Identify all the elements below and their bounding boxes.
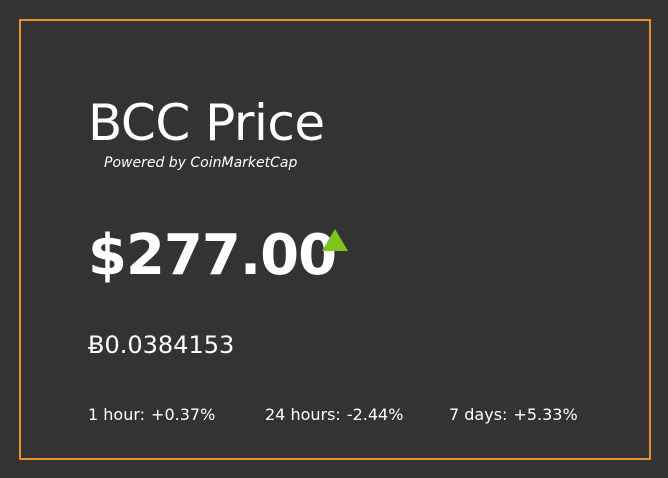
widget-title: BCC Price: [88, 94, 325, 152]
change-7-days: 7 days: +5.33%: [449, 403, 578, 427]
powered-by-link[interactable]: Powered by CoinMarketCap: [104, 155, 298, 171]
triangle-up-icon: [322, 229, 348, 251]
price-btc: Ƀ0.0384153: [88, 331, 235, 359]
change-label: 7 days:: [449, 405, 508, 424]
change-24-hours: 24 hours: -2.44%: [265, 403, 403, 427]
change-value: +0.37%: [151, 405, 216, 424]
price-usd: $277.00: [88, 223, 337, 288]
change-label: 24 hours:: [265, 405, 341, 424]
price-row: $277.00: [88, 221, 348, 291]
change-1-hour: 1 hour: +0.37%: [88, 403, 215, 427]
change-value: -2.44%: [346, 405, 404, 424]
change-label: 1 hour:: [88, 405, 146, 424]
change-value: +5.33%: [513, 405, 578, 424]
price-widget: BCC Price Powered by CoinMarketCap $277.…: [19, 19, 651, 460]
